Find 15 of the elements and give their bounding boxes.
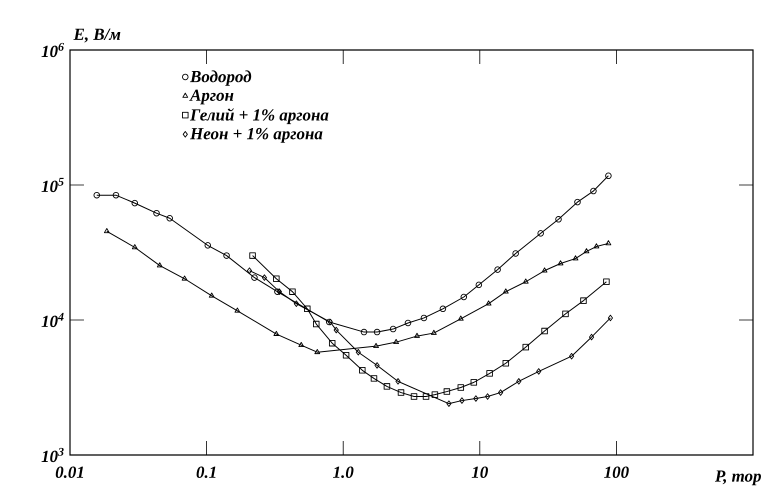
x-tick-label: 100 <box>604 466 629 478</box>
y-tick-label: 10$^{3}$ <box>42 448 64 462</box>
x-tick-label: 0.1 <box>196 466 216 478</box>
legend-label: Неон + 1% аргона <box>190 128 322 143</box>
legend-label: Водород <box>190 70 252 86</box>
y-tick-label: 10$^{5}$ <box>42 178 64 192</box>
x-tick-label: 10 <box>472 466 488 478</box>
x-tick-label: 0.01 <box>56 466 84 478</box>
y-axis-title: E, В/м <box>73 28 120 42</box>
legend-label: Гелий + 1% аргона <box>190 108 328 124</box>
y-tick-label: 10$^{6}$ <box>42 42 64 58</box>
y-tick-label: 10$^{4}$ <box>42 312 64 328</box>
legend-label: Аргон <box>189 90 234 104</box>
x-tick-label: 1.0 <box>333 466 354 478</box>
x-axis-title: P, тор <box>714 470 761 486</box>
